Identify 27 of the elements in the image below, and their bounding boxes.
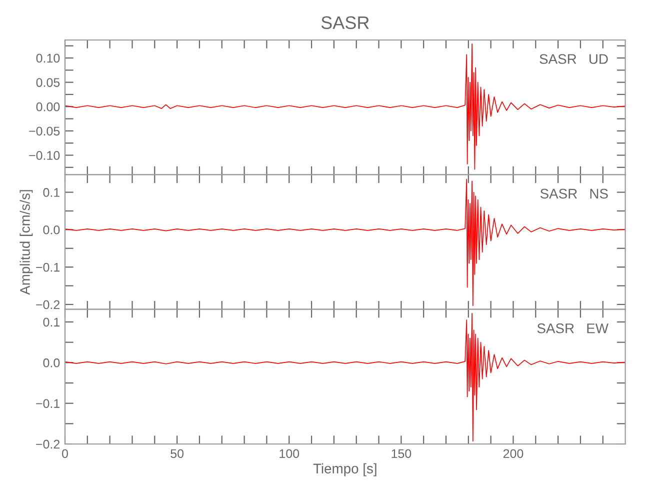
x-axis-title: Tiempo [s] (313, 463, 376, 476)
line-series (65, 178, 626, 306)
chart-title: SASR (321, 16, 369, 30)
x-tick-label: 200 (503, 449, 524, 458)
x-tick-label: 100 (280, 449, 300, 458)
y-tick-label: 0.10 (36, 54, 60, 63)
y-tick-label: 0.1 (43, 318, 60, 327)
line-series (65, 312, 626, 442)
y-axis-title: Amplitud [cm/s/s] (20, 190, 33, 295)
y-tick-label: 0.1 (43, 188, 60, 197)
y-tick-label: 0.00 (36, 102, 60, 112)
y-tick-label: 0.05 (36, 78, 60, 87)
y-tick-label: −0.10 (29, 151, 60, 160)
annotation: SASR UD (540, 54, 608, 64)
line-series (65, 43, 626, 170)
y-tick-label: 0.0 (43, 225, 60, 234)
x-tick-label: 50 (170, 449, 184, 458)
y-tick-label: 0.0 (43, 358, 60, 368)
y-tick-label: −0.05 (29, 126, 60, 136)
y-tick-label: −0.1 (36, 262, 60, 272)
y-tick-label: −0.2 (36, 440, 60, 449)
y-tick-label: −0.2 (36, 300, 60, 310)
annotation: SASR EW (537, 323, 608, 334)
x-tick-label: 150 (392, 449, 412, 458)
annotation: SASR NS (540, 188, 608, 199)
y-tick-label: −0.1 (36, 399, 60, 408)
x-tick-label: 0 (62, 449, 68, 458)
